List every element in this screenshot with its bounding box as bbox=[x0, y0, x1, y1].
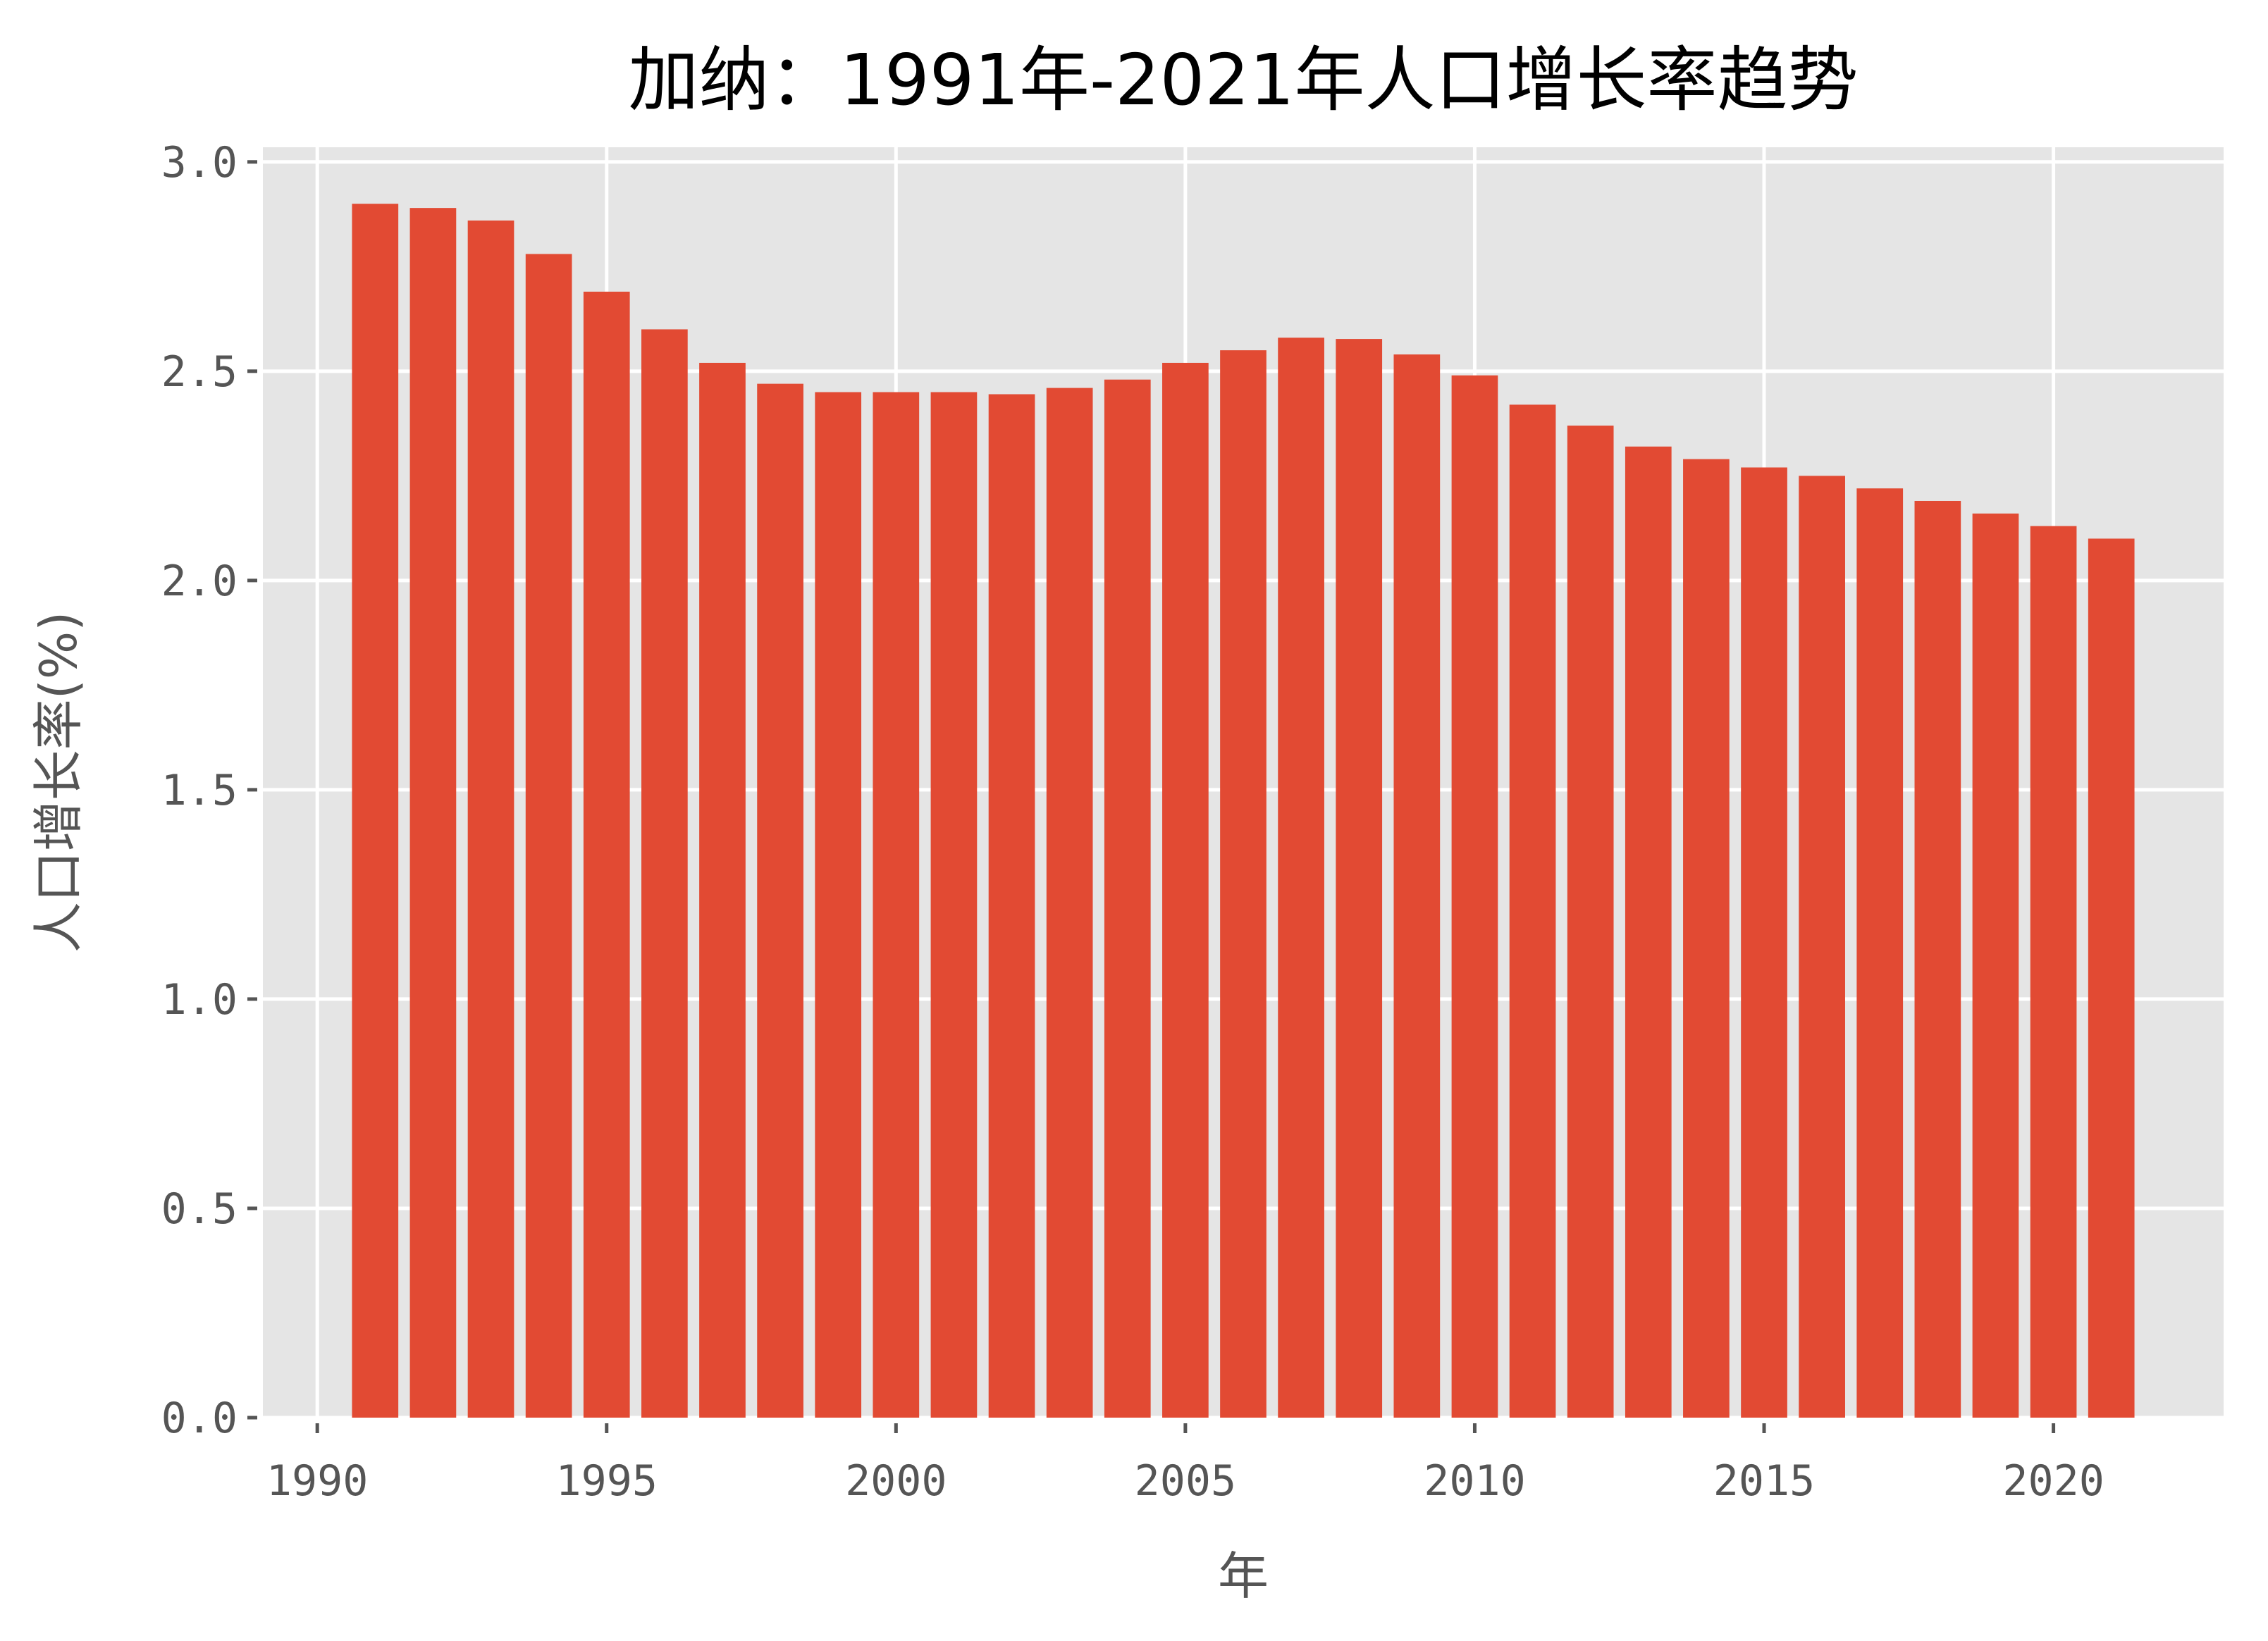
bar-2017 bbox=[1856, 488, 1904, 1418]
bar-2004 bbox=[1104, 379, 1151, 1418]
x-tick-label: 2010 bbox=[1424, 1456, 1526, 1506]
bar-1996 bbox=[641, 329, 688, 1418]
bar-1993 bbox=[467, 220, 514, 1418]
bar-2012 bbox=[1567, 426, 1614, 1418]
bar-1997 bbox=[699, 362, 746, 1418]
bar-2002 bbox=[988, 394, 1035, 1418]
y-tick-label: 0.5 bbox=[161, 1184, 238, 1234]
x-tick-label: 2000 bbox=[845, 1456, 947, 1506]
y-tick-label: 3.0 bbox=[161, 138, 238, 187]
y-tick-label: 2.0 bbox=[161, 557, 238, 606]
bar-2021 bbox=[2088, 538, 2135, 1418]
bar-2013 bbox=[1625, 446, 1672, 1418]
x-axis: 1990 1995 2000 2005 2010 2015 2020 bbox=[266, 1423, 2104, 1506]
bar-2020 bbox=[2030, 526, 2077, 1418]
bar-2009 bbox=[1393, 354, 1441, 1418]
bar-2010 bbox=[1451, 375, 1498, 1418]
bar-1999 bbox=[815, 392, 862, 1418]
x-tick-label: 2020 bbox=[2002, 1456, 2104, 1506]
y-axis-label: 人口增长率(%) bbox=[29, 612, 88, 953]
chart-title: 加纳：1991年-2021年人口增长率趋势 bbox=[628, 39, 1858, 121]
bar-2008 bbox=[1336, 339, 1383, 1418]
y-tick-label: 1.0 bbox=[161, 975, 238, 1024]
y-axis: 0.0 0.5 1.0 1.5 2.0 2.5 3.0 bbox=[161, 138, 257, 1443]
bar-2007 bbox=[1278, 338, 1324, 1418]
bar-2015 bbox=[1741, 467, 1787, 1418]
y-tick-label: 0.0 bbox=[161, 1394, 238, 1443]
bar-1998 bbox=[757, 383, 803, 1418]
bar-2014 bbox=[1683, 459, 1730, 1418]
x-tick-label: 2005 bbox=[1135, 1456, 1237, 1506]
x-axis-label: 年 bbox=[1218, 1547, 1269, 1606]
bar-1995 bbox=[583, 291, 630, 1418]
bar-2016 bbox=[1799, 476, 1845, 1418]
bar-2011 bbox=[1509, 404, 1556, 1418]
x-tick-label: 1995 bbox=[556, 1456, 658, 1506]
bar-2001 bbox=[930, 392, 978, 1418]
bar-1992 bbox=[409, 208, 457, 1418]
bars bbox=[352, 204, 2135, 1418]
y-tick-label: 2.5 bbox=[161, 347, 238, 397]
bar-2003 bbox=[1046, 388, 1093, 1418]
bar-2019 bbox=[1972, 513, 2019, 1418]
bar-2018 bbox=[1914, 500, 1961, 1418]
x-tick-label: 1990 bbox=[266, 1456, 369, 1506]
bar-2005 bbox=[1162, 362, 1209, 1418]
bar-1994 bbox=[525, 254, 572, 1418]
bar-2000 bbox=[873, 392, 920, 1418]
y-tick-label: 1.5 bbox=[161, 766, 238, 815]
x-tick-label: 2015 bbox=[1713, 1456, 1816, 1506]
bar-2006 bbox=[1220, 350, 1266, 1418]
bar-1991 bbox=[352, 204, 399, 1418]
